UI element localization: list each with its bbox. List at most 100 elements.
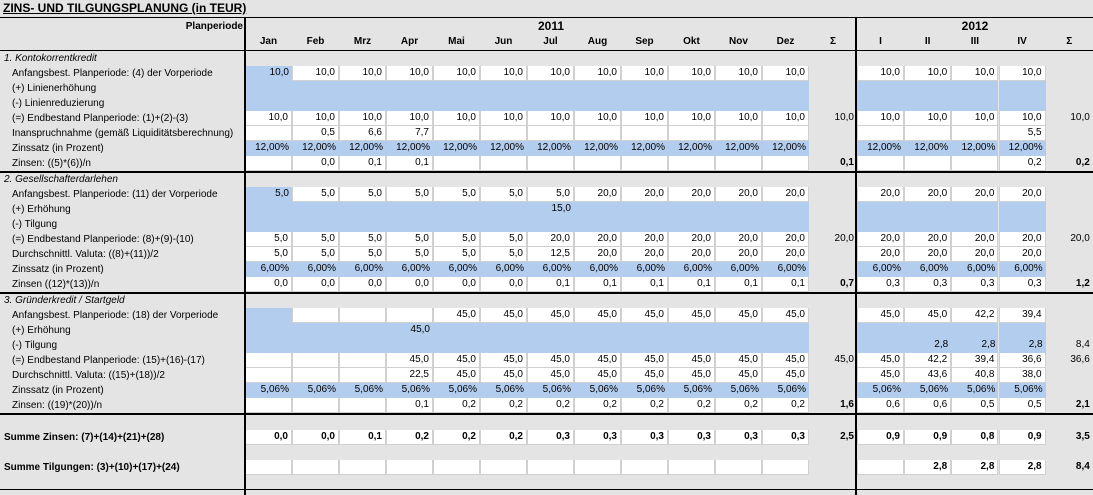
cell: 8,4: [1075, 339, 1090, 350]
cell: 10,0: [527, 66, 574, 81]
cell: 6,00%: [857, 262, 904, 277]
row-label: Inanspruchnahme (gemäß Liquiditätsberech…: [12, 128, 234, 139]
cell: 10,0: [998, 66, 1046, 81]
cell: [1046, 187, 1093, 202]
cell: [1046, 383, 1093, 398]
cell: 0,1: [339, 430, 386, 445]
cell: [292, 308, 339, 323]
cell: 5,06%: [857, 383, 904, 398]
cell: 0,0: [292, 277, 339, 292]
cell: 20,0: [998, 247, 1046, 262]
cell: [386, 460, 433, 475]
cell: 0,3: [857, 277, 904, 292]
cell: [480, 156, 527, 171]
cell: 0,3: [762, 430, 809, 445]
cell: [527, 96, 574, 111]
row-label: (-) Linienreduzierung: [12, 98, 105, 109]
cell: [1046, 66, 1093, 81]
cell: [809, 81, 857, 96]
column-header: Okt: [683, 36, 700, 47]
cell: [951, 323, 999, 338]
cell: 10,0: [245, 111, 292, 126]
cell: 20,0: [904, 247, 952, 262]
cell: [621, 217, 668, 232]
cell: [1046, 126, 1093, 141]
cell: 0,2: [480, 398, 527, 413]
cell: [1046, 96, 1093, 111]
header-line: [0, 50, 1093, 51]
cell: [433, 217, 480, 232]
cell: [809, 338, 857, 353]
cell: 0,2: [715, 398, 762, 413]
cell: [762, 217, 809, 232]
column-header: Jan: [259, 36, 278, 47]
cell: [245, 353, 292, 368]
cell: [527, 156, 574, 171]
cell: [1046, 81, 1093, 96]
section-title: 3. Gründerkredit / Startgeld: [4, 295, 125, 306]
cell: 2,8: [951, 460, 999, 475]
cell: [480, 202, 527, 217]
cell: [762, 96, 809, 111]
cell: 6,00%: [762, 262, 809, 277]
cell: [904, 96, 952, 111]
cell: 0,9: [904, 430, 952, 445]
year-label: 2011: [537, 19, 565, 33]
cell: [574, 338, 621, 353]
cell: [809, 187, 857, 202]
cell: [292, 398, 339, 413]
cell: [480, 96, 527, 111]
cell: 45,0: [762, 353, 809, 368]
cell: 10,0: [857, 66, 904, 81]
cell: [998, 217, 1046, 232]
cell: [1046, 202, 1093, 217]
row-label: Anfangsbest. Planperiode: (11) der Vorpe…: [12, 189, 218, 200]
cell: 36,6: [998, 353, 1046, 368]
cell: 1,6: [840, 399, 854, 410]
row-label: Anfangsbest. Planperiode: (18) der Vorpe…: [12, 310, 219, 321]
cell: 5,0: [386, 247, 433, 262]
cell: [339, 323, 386, 338]
cell: 20,0: [904, 232, 952, 247]
cell: 5,06%: [904, 383, 952, 398]
cell: [857, 126, 904, 141]
cell: [339, 308, 386, 323]
cell: 45,0: [574, 368, 621, 383]
cell: [621, 460, 668, 475]
cell: 6,00%: [339, 262, 386, 277]
summary-label: Summe Tilgungen: (3)+(10)+(17)+(24): [4, 462, 180, 473]
cell: 10,0: [904, 66, 952, 81]
cell: 20,0: [951, 232, 999, 247]
cell: [951, 156, 999, 171]
cell: 42,2: [951, 308, 999, 323]
cell: 0,8: [951, 430, 999, 445]
cell: 10,0: [433, 66, 480, 81]
column-header: Dez: [776, 36, 795, 47]
cell: [762, 202, 809, 217]
cell: 5,06%: [386, 383, 433, 398]
cell: [245, 202, 292, 217]
cell: 5,0: [245, 187, 292, 202]
cell: [574, 202, 621, 217]
cell: [386, 96, 433, 111]
cell: [292, 96, 339, 111]
cell: 10,0: [668, 111, 715, 126]
cell: [245, 156, 292, 171]
cell: 12,00%: [480, 141, 527, 156]
cell: [245, 368, 292, 383]
cell: 10,0: [762, 66, 809, 81]
cell: 10,0: [433, 111, 480, 126]
cell: [904, 81, 952, 96]
cell: 12,00%: [715, 141, 762, 156]
cell: 5,06%: [292, 383, 339, 398]
cell: [433, 126, 480, 141]
cell: 0,2: [433, 430, 480, 445]
column-header: I: [879, 36, 882, 47]
cell: [527, 338, 574, 353]
cell: 6,00%: [621, 262, 668, 277]
cell: 20,0: [762, 247, 809, 262]
cell: 45,0: [386, 353, 433, 368]
cell: 2,8: [998, 338, 1046, 353]
cell: [527, 323, 574, 338]
cell: [857, 202, 904, 217]
